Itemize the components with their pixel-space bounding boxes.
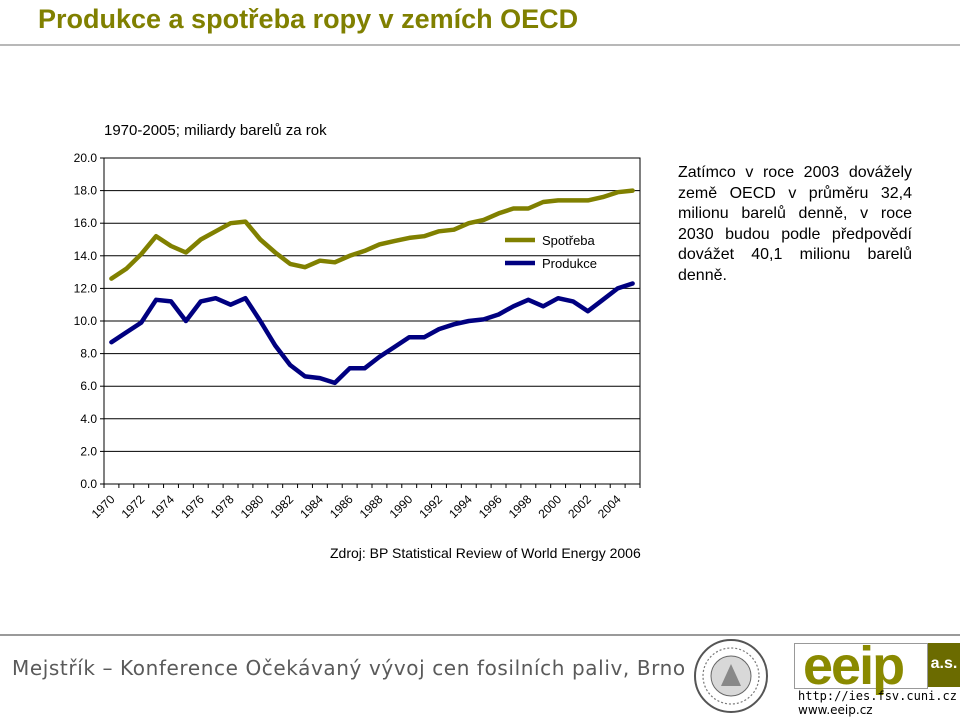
y-tick-label: 0.0 (80, 477, 97, 491)
y-tick-label: 12.0 (74, 281, 98, 295)
footer-divider (0, 634, 960, 636)
x-tick-label: 1990 (387, 492, 416, 521)
y-tick-label: 14.0 (74, 249, 98, 263)
series-line-produkce (109, 281, 635, 386)
x-tick-label: 2002 (565, 492, 594, 521)
y-tick-label: 6.0 (80, 379, 97, 393)
y-tick-label: 20.0 (74, 151, 98, 165)
logo-url-ies[interactable]: http://ies.fsv.cuni.cz (798, 689, 957, 703)
footer-text: Mejstřík – Konference Očekávaný vývoj ce… (12, 656, 686, 680)
y-axis-ticks: 0.0 2.0 4.0 6.0 8.0 10.0 12.0 14.0 16.0 18.0 20.0 (74, 151, 104, 491)
x-tick-label: 2004 (595, 492, 624, 521)
x-tick-label: 1980 (238, 492, 267, 521)
y-tick-label: 16.0 (74, 216, 98, 230)
oil-chart: 0.02.04.06.08.010.012.014.016.018.020.0 … (74, 122, 641, 521)
x-tick-label: 1998 (506, 492, 535, 521)
logo-frame (794, 643, 928, 689)
x-tick-label: 1982 (267, 492, 296, 521)
university-seal-icon (694, 639, 768, 713)
y-tick-label: 10.0 (74, 314, 98, 328)
logo-url-eeip[interactable]: www.eeip.cz (798, 703, 873, 717)
y-tick-label: 2.0 (80, 444, 97, 458)
x-tick-label: 1988 (357, 492, 386, 521)
legend-label: Spotřeba (542, 233, 596, 248)
source-caption: Zdroj: BP Statistical Review of World En… (330, 545, 641, 561)
chart-title: 1970-2005; miliardy barelů za rok (104, 122, 327, 139)
x-tick-label: 1978 (208, 492, 237, 521)
x-tick-label: 1970 (89, 492, 118, 521)
x-tick-label: 2000 (535, 492, 564, 521)
y-tick-label: 8.0 (80, 347, 97, 361)
chart-legend: Spotřeba Produkce (505, 233, 597, 271)
x-tick-label: 1984 (297, 492, 326, 521)
title-divider (0, 44, 960, 46)
legend-label: Produkce (542, 256, 597, 271)
x-axis-ticks: 1970 1972 1974 1976 1978 1980 1982 1984 1986 1988… (89, 484, 641, 521)
logo-wordmark: eeip (803, 636, 905, 696)
logo-suffix: a.s. (928, 643, 960, 687)
chart-note: Zatímco v roce 2003 dovážely země OECD v… (678, 164, 912, 284)
series-lines (109, 188, 635, 386)
x-tick-label: 1974 (148, 492, 177, 521)
x-tick-label: 1992 (416, 492, 445, 521)
series-line-spotreba (109, 188, 635, 281)
x-tick-label: 1972 (119, 492, 148, 521)
y-tick-label: 18.0 (74, 184, 98, 198)
x-tick-label: 1986 (327, 492, 356, 521)
y-tick-label: 4.0 (80, 412, 97, 426)
x-tick-label: 1976 (178, 492, 207, 521)
slide-title: Produkce a spotřeba ropy v zemích OECD (38, 4, 579, 34)
x-tick-label: 1994 (446, 492, 475, 521)
x-tick-label: 1996 (476, 492, 505, 521)
